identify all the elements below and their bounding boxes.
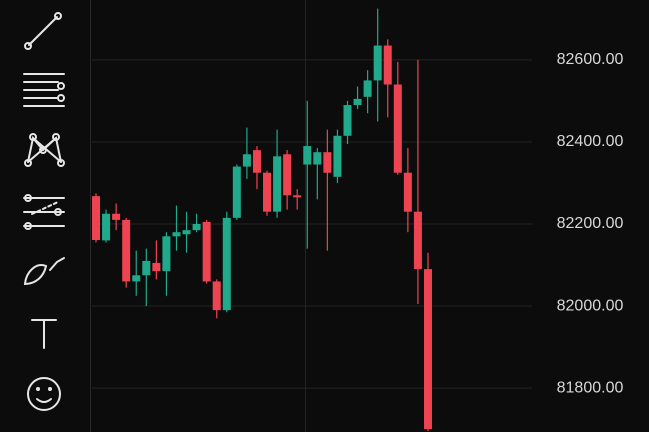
y-tick-label: 81800.00	[557, 379, 624, 396]
candles	[92, 8, 432, 432]
emoji-tool[interactable]	[27, 377, 61, 411]
candle-body	[192, 224, 201, 231]
candle-body	[92, 196, 100, 240]
fibonacci-tool[interactable]	[23, 194, 65, 230]
candle-body	[182, 230, 191, 235]
candle-body	[222, 217, 231, 311]
candle-body	[383, 45, 392, 85]
candle-body	[232, 166, 241, 218]
y-tick-label: 82200.00	[557, 215, 624, 232]
candle-body	[242, 154, 251, 167]
candle-body	[122, 219, 131, 282]
text-tool[interactable]	[31, 319, 57, 349]
candle-body	[212, 281, 221, 311]
candle-body	[403, 172, 412, 212]
candle-body	[323, 152, 332, 173]
pattern-tool[interactable]	[24, 133, 65, 167]
candle-body	[313, 152, 322, 165]
trend-line-tool[interactable]	[24, 12, 62, 50]
candle-body	[303, 146, 312, 165]
candle-body	[252, 150, 261, 173]
candle-body	[423, 269, 432, 430]
candle-body	[373, 45, 382, 81]
candle-body	[142, 260, 151, 276]
grid	[92, 59, 532, 389]
y-tick-label: 82000.00	[557, 297, 624, 314]
brush-tool[interactable]	[23, 257, 65, 286]
candle-body	[413, 211, 422, 270]
candle-body	[273, 156, 282, 212]
candle-body	[353, 98, 362, 106]
candle-body	[343, 105, 352, 136]
candle-body	[202, 221, 211, 282]
y-tick-label: 82400.00	[557, 133, 624, 150]
candle-body	[363, 80, 372, 97]
candle-body	[172, 232, 181, 237]
candle-body	[152, 262, 161, 272]
candle-body	[112, 213, 121, 220]
candle-body	[283, 154, 292, 196]
candle-body	[132, 275, 141, 282]
horizontal-lines-tool[interactable]	[23, 73, 65, 107]
toolbar	[23, 12, 65, 411]
candle-body	[162, 236, 171, 272]
candle-body	[393, 84, 402, 173]
candle-body	[102, 213, 111, 241]
candle-body	[263, 172, 272, 212]
candle-body	[333, 135, 342, 177]
y-axis: 82600.00 82400.00 82200.00 82000.00 81800.00	[557, 51, 624, 396]
y-tick-label: 82600.00	[557, 51, 624, 68]
candle-body	[293, 195, 302, 198]
